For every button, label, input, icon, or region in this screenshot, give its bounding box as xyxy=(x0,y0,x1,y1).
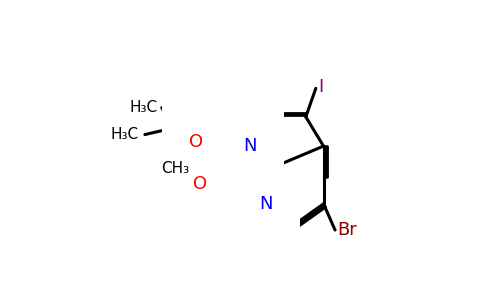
Text: Br: Br xyxy=(337,221,357,239)
Text: H₃C: H₃C xyxy=(110,127,139,142)
Text: N: N xyxy=(259,195,272,213)
Text: N: N xyxy=(243,137,257,155)
Text: I: I xyxy=(318,78,323,96)
Text: CH₃: CH₃ xyxy=(162,161,190,176)
Text: O: O xyxy=(193,175,207,193)
Text: O: O xyxy=(189,133,204,151)
Text: H₃C: H₃C xyxy=(130,100,158,115)
